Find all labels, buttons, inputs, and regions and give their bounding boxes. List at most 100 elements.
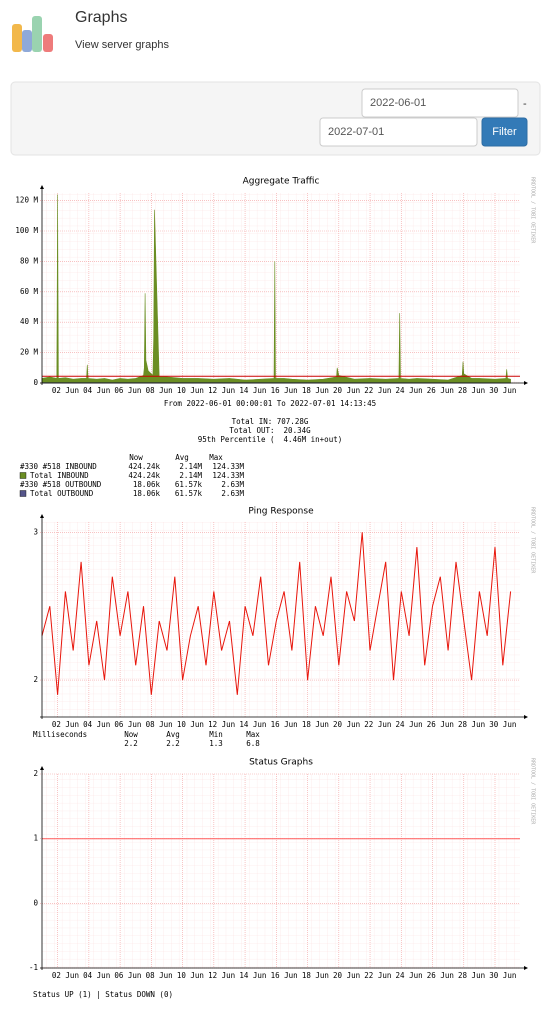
app-icon (12, 16, 53, 52)
x-tick-label: 14 Jun (239, 720, 266, 729)
stats-column: Max (246, 730, 260, 739)
x-tick-label: 02 Jun (52, 386, 79, 395)
x-tick-label: 18 Jun (302, 386, 329, 395)
x-tick-label: 06 Jun (114, 386, 141, 395)
x-tick-label: 02 Jun (52, 971, 79, 980)
x-tick-label: 10 Jun (177, 386, 204, 395)
legend-value: 2.63M (221, 489, 244, 498)
y-tick-label: 0 (33, 898, 38, 907)
x-tick-label: 22 Jun (364, 386, 391, 395)
x-tick-label: 08 Jun (146, 720, 173, 729)
x-tick-label: 08 Jun (146, 386, 173, 395)
x-tick-label: 30 Jun (489, 971, 516, 980)
x-tick-label: 10 Jun (177, 720, 204, 729)
graph-title: Ping Response (248, 507, 314, 517)
y-axis-arrow (40, 185, 44, 189)
legend-label: #330 #518 INBOUND (20, 462, 97, 471)
stats-value: 6.8 (246, 739, 260, 748)
page-subtitle: View server graphs (75, 39, 169, 51)
series-line (41, 532, 512, 695)
traffic-summary: Total IN: 707.28G (232, 417, 309, 426)
stats-column: Min (209, 730, 223, 739)
y-axis-arrow (40, 514, 44, 518)
traffic-summary: Total OUT: 20.34G (229, 426, 311, 435)
x-tick-label: 24 Jun (396, 386, 423, 395)
page-title: Graphs (75, 9, 127, 26)
stats-value: 2.2 (166, 739, 180, 748)
legend-value: 424.24k (128, 462, 160, 471)
from-date-input[interactable] (361, 88, 519, 118)
legend-label: Total INBOUND (30, 471, 89, 480)
legend-label: #330 #518 OUTBOUND (20, 480, 102, 489)
graph-title: Status Graphs (249, 758, 313, 768)
x-tick-label: 30 Jun (489, 720, 516, 729)
y-tick-label: 20 M (20, 348, 39, 357)
legend-value: 2.63M (221, 480, 244, 489)
y-tick-label: 80 M (20, 256, 39, 265)
date-separator: - (523, 98, 527, 110)
status-footer: Status UP (1) | Status DOWN (0) (33, 990, 173, 999)
x-axis-arrow (524, 966, 528, 970)
x-tick-label: 14 Jun (239, 386, 266, 395)
legend-swatch (19, 472, 27, 479)
graph-watermark: RRDTOOL / TOBI OETIKER (530, 758, 536, 825)
x-tick-label: 28 Jun (458, 971, 485, 980)
y-tick-label: -1 (29, 963, 38, 972)
y-tick-label: 120 M (15, 196, 38, 205)
legend-value: 61.57k (175, 489, 203, 498)
graph-watermark: RRDTOOL / TOBI OETIKER (530, 507, 536, 574)
x-axis-arrow (524, 381, 528, 385)
x-tick-label: 14 Jun (239, 971, 266, 980)
x-tick-label: 30 Jun (489, 386, 516, 395)
filter-button-label: Filter (492, 126, 517, 138)
x-tick-label: 26 Jun (427, 971, 454, 980)
y-tick-label: 100 M (15, 226, 38, 235)
traffic-area (41, 194, 511, 384)
y-tick-label: 2 (33, 769, 38, 778)
y-tick-label: 0 (33, 378, 38, 387)
x-tick-label: 04 Jun (83, 386, 110, 395)
legend-column: Max (209, 453, 223, 462)
to-date-input[interactable] (319, 117, 478, 147)
graph-title: Aggregate Traffic (243, 177, 320, 187)
stats-label: Milliseconds (33, 730, 87, 739)
minor-grid (42, 522, 520, 717)
x-tick-label: 06 Jun (114, 971, 141, 980)
legend-column: Now (129, 453, 143, 462)
x-tick-label: 20 Jun (333, 386, 360, 395)
x-tick-label: 20 Jun (333, 971, 360, 980)
stats-value: 1.3 (209, 739, 223, 748)
x-tick-label: 02 Jun (52, 720, 79, 729)
x-tick-label: 16 Jun (271, 386, 298, 395)
x-tick-label: 16 Jun (271, 720, 298, 729)
stats-value: 2.2 (124, 739, 138, 748)
x-tick-label: 12 Jun (208, 386, 235, 395)
stats-column: Now (124, 730, 138, 739)
stats-column: Avg (166, 730, 180, 739)
x-tick-label: 18 Jun (302, 971, 329, 980)
filter-button[interactable] (481, 117, 528, 147)
y-axis-arrow (40, 766, 44, 770)
x-tick-label: 22 Jun (364, 720, 391, 729)
x-tick-label: 10 Jun (177, 971, 204, 980)
x-tick-label: 20 Jun (333, 720, 360, 729)
legend-column: Avg (175, 453, 189, 462)
x-tick-label: 26 Jun (427, 386, 454, 395)
graph-watermark: RRDTOOL / TOBI OETIKER (530, 177, 536, 244)
legend-value: 424.24k (128, 471, 160, 480)
x-tick-label: 18 Jun (302, 720, 329, 729)
from-date-value: 2022-06-01 (370, 97, 426, 109)
x-tick-label: 22 Jun (364, 971, 391, 980)
legend-value: 2.14M (179, 471, 202, 480)
y-tick-label: 40 M (20, 317, 39, 326)
y-tick-label: 60 M (20, 287, 39, 296)
legend-value: 124.33M (212, 462, 244, 471)
minor-grid (42, 193, 520, 383)
x-tick-label: 12 Jun (208, 971, 235, 980)
x-tick-label: 28 Jun (458, 386, 485, 395)
traffic-summary: 95th Percentile ( 4.46M in+out) (198, 435, 343, 444)
legend-label: Total OUTBOUND (30, 489, 94, 498)
x-tick-label: 06 Jun (114, 720, 141, 729)
legend-value: 2.14M (179, 462, 202, 471)
